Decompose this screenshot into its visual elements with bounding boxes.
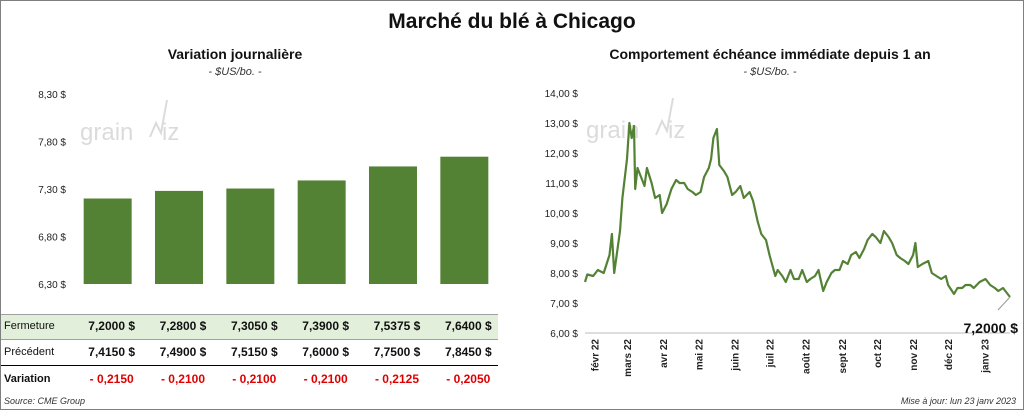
- table-cell: - 0,2125: [374, 372, 420, 386]
- table-cell: - 0,2050: [446, 372, 491, 386]
- table-cell: 7,5150 $: [230, 345, 278, 359]
- y-tick-label: 9,00 $: [550, 239, 578, 250]
- table-cell: - 0,2100: [160, 372, 206, 386]
- table-cell: - 0,2100: [303, 372, 348, 386]
- x-tick-label: mars 22: [623, 339, 634, 377]
- bar-chart: grain iz 6,30 $ 6,80 $ 7,30 $ 7,80 $ 8,30 $ m…: [38, 90, 489, 300]
- bar: [83, 198, 132, 284]
- table-cell: 7,3050 $: [230, 319, 278, 333]
- y-tick-label: 11,00 $: [545, 179, 578, 190]
- x-tick-label: juil 23: [232, 298, 267, 300]
- table-cell: 7,2800 $: [159, 319, 207, 333]
- y-tick-label: 8,00 $: [550, 269, 578, 280]
- watermark-text-right: iz: [668, 117, 685, 144]
- x-tick-label: mars 23: [85, 298, 131, 300]
- table-cell: 7,2000 $: [88, 319, 136, 333]
- table-cell: 7,6000 $: [302, 345, 350, 359]
- last-value-leader: [997, 296, 1011, 311]
- x-tick-label: sept 23: [301, 298, 343, 300]
- bar: [297, 180, 346, 284]
- table-divider-bottom: [1, 365, 498, 366]
- x-tick-label: août 22: [802, 339, 813, 374]
- bar: [369, 166, 417, 284]
- last-value-label: 7,2000 $: [964, 320, 1019, 336]
- y-tick-label: 7,80 $: [38, 138, 66, 149]
- y-tick-label: 7,30 $: [38, 185, 66, 196]
- source-note: Source: CME Group: [4, 396, 86, 406]
- y-tick-label: 14,00 $: [545, 89, 579, 100]
- y-tick-label: 6,00 $: [550, 329, 578, 340]
- main-title: Marché du blé à Chicago: [388, 10, 636, 33]
- bar-chart-unit: - $US/bo. -: [208, 66, 262, 78]
- line-chart-title: Comportement échéance immédiate depuis 1…: [609, 46, 931, 62]
- x-tick-label: déc 23: [374, 298, 412, 300]
- x-tick-label: mars 24: [442, 298, 488, 300]
- x-tick-label: févr 22: [590, 339, 601, 372]
- y-tick-label: 12,00 $: [545, 149, 579, 160]
- watermark-wheat-icon: [149, 99, 168, 138]
- x-tick-label: sept 22: [838, 339, 849, 374]
- table-cell: 7,4150 $: [88, 345, 136, 359]
- x-tick-label: mai 22: [694, 339, 705, 371]
- table-cell: 7,8450 $: [444, 345, 492, 359]
- watermark-text-right: iz: [162, 119, 179, 146]
- watermark: grain iz: [586, 97, 685, 144]
- y-tick-label: 10,00 $: [545, 209, 579, 220]
- table-cell: - 0,2150: [89, 372, 134, 386]
- y-tick-label: 8,30 $: [38, 90, 66, 101]
- table-row-label: Précédent: [4, 346, 55, 358]
- series-line: [583, 121, 1011, 298]
- x-tick-label: nov 22: [909, 339, 920, 371]
- watermark-wheat-icon: [655, 97, 674, 136]
- table-cell: 7,3900 $: [302, 319, 350, 333]
- table-row-label: Fermeture: [4, 320, 55, 332]
- x-tick-label: oct 22: [873, 339, 884, 368]
- x-tick-label: déc 22: [944, 339, 955, 371]
- watermark-text-left: grain: [80, 119, 133, 146]
- x-tick-label: juil 22: [765, 339, 776, 369]
- y-tick-label: 6,30 $: [38, 280, 66, 291]
- x-tick-label: juin 22: [730, 339, 741, 372]
- update-note: Mise à jour: lun 23 janv 2023: [900, 396, 1016, 406]
- y-tick-label: 6,80 $: [38, 233, 66, 244]
- table-cell: 7,4900 $: [159, 345, 207, 359]
- bar-chart-title: Variation journalière: [167, 46, 303, 62]
- y-tick-label: 13,00 $: [545, 119, 579, 130]
- x-tick-label: mai 23: [160, 298, 198, 300]
- x-tick-label: janv 23: [980, 339, 991, 374]
- line-chart-unit: - $US/bo. -: [743, 66, 797, 78]
- table-divider-top: [1, 314, 498, 315]
- bar: [155, 190, 203, 284]
- x-tick-label: avr 22: [659, 339, 670, 368]
- table-cell: - 0,2100: [232, 372, 277, 386]
- y-tick-label: 7,00 $: [550, 299, 578, 310]
- table-row-label: Variation: [4, 373, 51, 385]
- table-cell: 7,7500 $: [373, 345, 421, 359]
- bar: [440, 156, 489, 284]
- table-row-highlight: [1, 314, 498, 339]
- watermark: grain iz: [80, 99, 179, 146]
- table-cell: 7,5375 $: [373, 319, 421, 333]
- table-cell: 7,6400 $: [444, 319, 492, 333]
- table-divider-mid: [1, 339, 498, 340]
- bar: [226, 188, 275, 284]
